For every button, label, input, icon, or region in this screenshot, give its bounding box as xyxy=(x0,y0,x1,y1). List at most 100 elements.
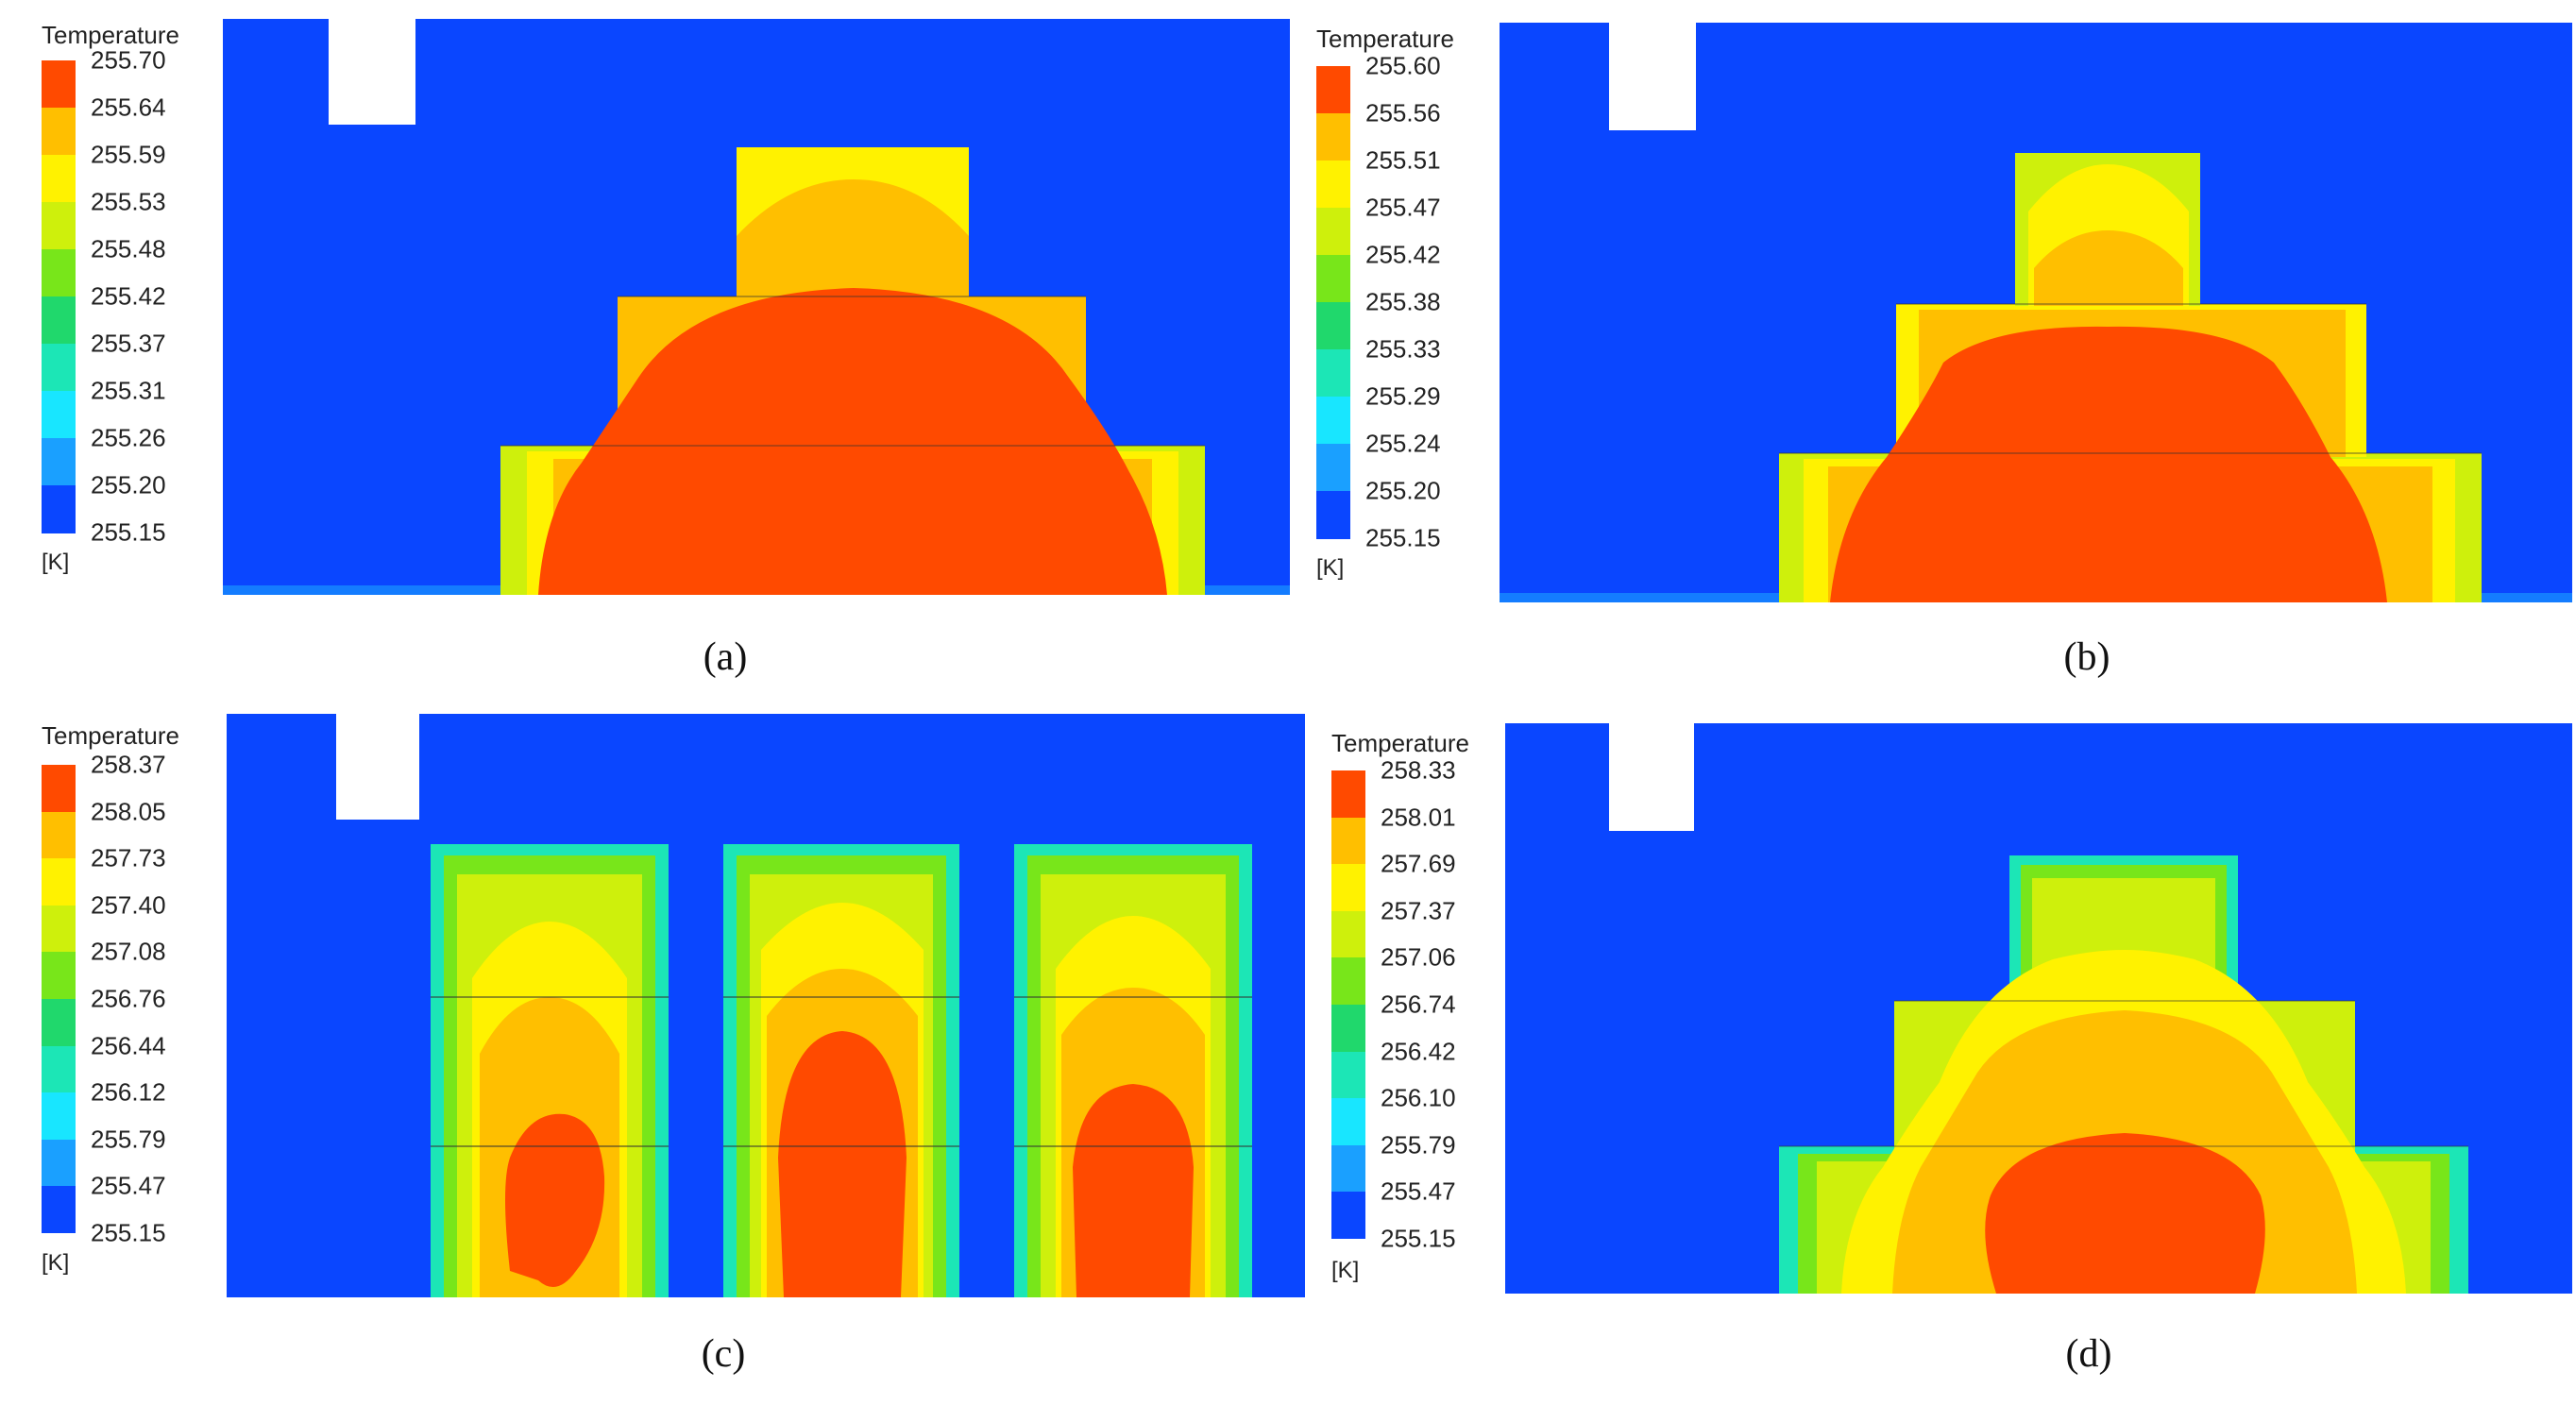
color-band xyxy=(42,155,76,203)
color-band xyxy=(1331,1098,1365,1146)
color-band xyxy=(42,108,76,156)
color-band xyxy=(42,438,76,486)
legend-tick-label: 256.42 xyxy=(1381,1037,1456,1066)
legend-tick-label: 255.26 xyxy=(91,423,166,452)
color-band xyxy=(1316,349,1350,398)
legend-a: Temperature 255.70 255.64 255.59 255.53 255.… xyxy=(42,21,221,587)
legend-tick-label: 255.42 xyxy=(1365,240,1441,269)
color-band xyxy=(42,1045,76,1093)
caption-a: (a) xyxy=(703,635,748,679)
color-band xyxy=(1331,1051,1365,1099)
color-band xyxy=(1316,444,1350,492)
color-band xyxy=(1316,255,1350,303)
color-band xyxy=(42,952,76,1000)
legend-tick-label: 258.37 xyxy=(91,750,166,779)
legend-tick-label: 258.01 xyxy=(1381,803,1456,832)
color-band xyxy=(42,344,76,392)
legend-tick-label: 255.31 xyxy=(91,376,166,405)
color-band xyxy=(1331,817,1365,865)
color-band xyxy=(42,202,76,250)
legend-c: Temperature 258.37 258.05 257.73 257.40 257.… xyxy=(42,721,230,1288)
legend-tick-label: 256.10 xyxy=(1381,1083,1456,1112)
color-band xyxy=(42,1186,76,1234)
legend-tick-label: 255.24 xyxy=(1365,429,1441,458)
legend-tick-label: 255.70 xyxy=(91,45,166,75)
legend-title: Temperature xyxy=(1316,25,1454,53)
legend-tick-label: 255.15 xyxy=(91,517,166,547)
legend-tick-label: 257.06 xyxy=(1381,942,1456,972)
color-band xyxy=(42,905,76,953)
color-band xyxy=(1331,957,1365,1006)
color-band xyxy=(42,296,76,345)
color-band xyxy=(1331,1005,1365,1053)
legend-tick-label: 255.33 xyxy=(1365,334,1441,364)
caption-c: (c) xyxy=(701,1332,746,1376)
color-band xyxy=(1316,113,1350,161)
legend-tick-label: 255.20 xyxy=(91,470,166,499)
legend-tick-label: 255.48 xyxy=(91,234,166,263)
contour-plot-a xyxy=(223,19,1290,595)
legend-tick-label: 257.40 xyxy=(91,890,166,920)
legend-tick-label: 255.51 xyxy=(1365,145,1441,175)
color-band xyxy=(1316,208,1350,256)
legend-tick-label: 257.08 xyxy=(91,937,166,966)
legend-tick-label: 256.76 xyxy=(91,984,166,1013)
legend-tick-label: 255.79 xyxy=(91,1125,166,1154)
legend-tick-label: 255.60 xyxy=(1365,51,1441,80)
legend-tick-label: 258.33 xyxy=(1381,755,1456,785)
legend-unit: [K] xyxy=(1316,555,1345,581)
color-band xyxy=(42,858,76,906)
color-scale-bar xyxy=(1316,66,1350,539)
color-band xyxy=(1331,1144,1365,1193)
color-band xyxy=(1316,66,1350,114)
color-band xyxy=(1316,397,1350,445)
legend-title: Temperature xyxy=(42,21,179,49)
legend-tick-label: 255.47 xyxy=(91,1171,166,1200)
legend-tick-label: 255.64 xyxy=(91,93,166,122)
legend-tick-label: 255.38 xyxy=(1365,287,1441,316)
color-band xyxy=(1331,864,1365,912)
color-band xyxy=(42,391,76,439)
color-band xyxy=(42,1092,76,1141)
color-band xyxy=(1331,910,1365,958)
legend-tick-label: 255.42 xyxy=(91,281,166,311)
legend-tick-label: 256.12 xyxy=(91,1077,166,1107)
legend-tick-label: 256.74 xyxy=(1381,990,1456,1019)
color-scale-bar xyxy=(1331,770,1365,1240)
legend-tick-label: 258.05 xyxy=(91,797,166,826)
contour-plot-b xyxy=(1500,23,2572,602)
legend-tick-label: 255.79 xyxy=(1381,1130,1456,1160)
legend-tick-label: 255.15 xyxy=(1381,1224,1456,1253)
legend-tick-label: 256.44 xyxy=(91,1031,166,1060)
color-band xyxy=(42,765,76,813)
color-band xyxy=(42,999,76,1047)
color-band xyxy=(1331,1192,1365,1240)
color-band xyxy=(42,249,76,297)
color-scale-bar xyxy=(42,765,76,1234)
legend-b: Temperature 255.60 255.56 255.51 255.47 255.… xyxy=(1316,25,1505,591)
color-band xyxy=(42,1139,76,1187)
color-band xyxy=(1316,161,1350,209)
legend-tick-label: 255.15 xyxy=(1365,523,1441,552)
caption-b: (b) xyxy=(2063,635,2110,679)
legend-tick-label: 255.15 xyxy=(91,1218,166,1247)
legend-tick-label: 255.47 xyxy=(1365,193,1441,222)
legend-tick-label: 255.37 xyxy=(91,329,166,358)
color-band xyxy=(42,811,76,859)
color-band xyxy=(42,485,76,533)
legend-title: Temperature xyxy=(1331,729,1469,757)
legend-tick-label: 257.37 xyxy=(1381,896,1456,925)
legend-unit: [K] xyxy=(42,550,70,575)
legend-tick-label: 255.20 xyxy=(1365,476,1441,505)
legend-d: Temperature 258.33 258.01 257.69 257.37 257.… xyxy=(1331,729,1520,1295)
caption-d: (d) xyxy=(2065,1332,2112,1376)
legend-tick-label: 255.29 xyxy=(1365,381,1441,411)
legend-tick-label: 255.53 xyxy=(91,187,166,216)
color-band xyxy=(1331,770,1365,819)
legend-unit: [K] xyxy=(42,1250,70,1276)
legend-tick-label: 255.56 xyxy=(1365,98,1441,127)
color-scale-bar xyxy=(42,60,76,533)
legend-tick-label: 255.59 xyxy=(91,140,166,169)
color-band xyxy=(42,60,76,109)
contour-plot-d xyxy=(1505,723,2572,1294)
